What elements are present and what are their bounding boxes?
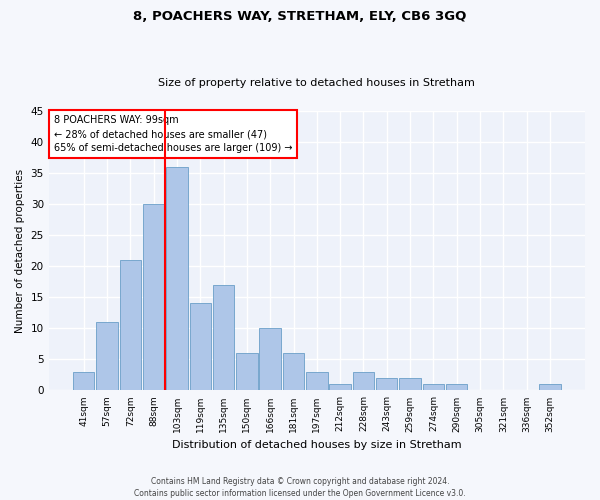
Bar bbox=[119, 260, 141, 390]
Bar bbox=[143, 204, 164, 390]
Y-axis label: Number of detached properties: Number of detached properties bbox=[15, 168, 25, 333]
X-axis label: Distribution of detached houses by size in Stretham: Distribution of detached houses by size … bbox=[172, 440, 461, 450]
Bar bbox=[97, 322, 118, 390]
Bar bbox=[400, 378, 421, 390]
Text: Contains HM Land Registry data © Crown copyright and database right 2024.
Contai: Contains HM Land Registry data © Crown c… bbox=[134, 476, 466, 498]
Bar bbox=[73, 372, 94, 390]
Bar bbox=[213, 285, 235, 391]
Bar bbox=[236, 353, 257, 391]
Bar bbox=[283, 353, 304, 391]
Bar bbox=[166, 167, 188, 390]
Bar bbox=[422, 384, 444, 390]
Bar bbox=[259, 328, 281, 390]
Bar bbox=[446, 384, 467, 390]
Bar bbox=[190, 304, 211, 390]
Bar bbox=[306, 372, 328, 390]
Bar bbox=[329, 384, 351, 390]
Bar bbox=[353, 372, 374, 390]
Title: Size of property relative to detached houses in Stretham: Size of property relative to detached ho… bbox=[158, 78, 475, 88]
Text: 8, POACHERS WAY, STRETHAM, ELY, CB6 3GQ: 8, POACHERS WAY, STRETHAM, ELY, CB6 3GQ bbox=[133, 10, 467, 23]
Text: 8 POACHERS WAY: 99sqm
← 28% of detached houses are smaller (47)
65% of semi-deta: 8 POACHERS WAY: 99sqm ← 28% of detached … bbox=[54, 115, 293, 153]
Bar bbox=[539, 384, 560, 390]
Bar bbox=[376, 378, 397, 390]
